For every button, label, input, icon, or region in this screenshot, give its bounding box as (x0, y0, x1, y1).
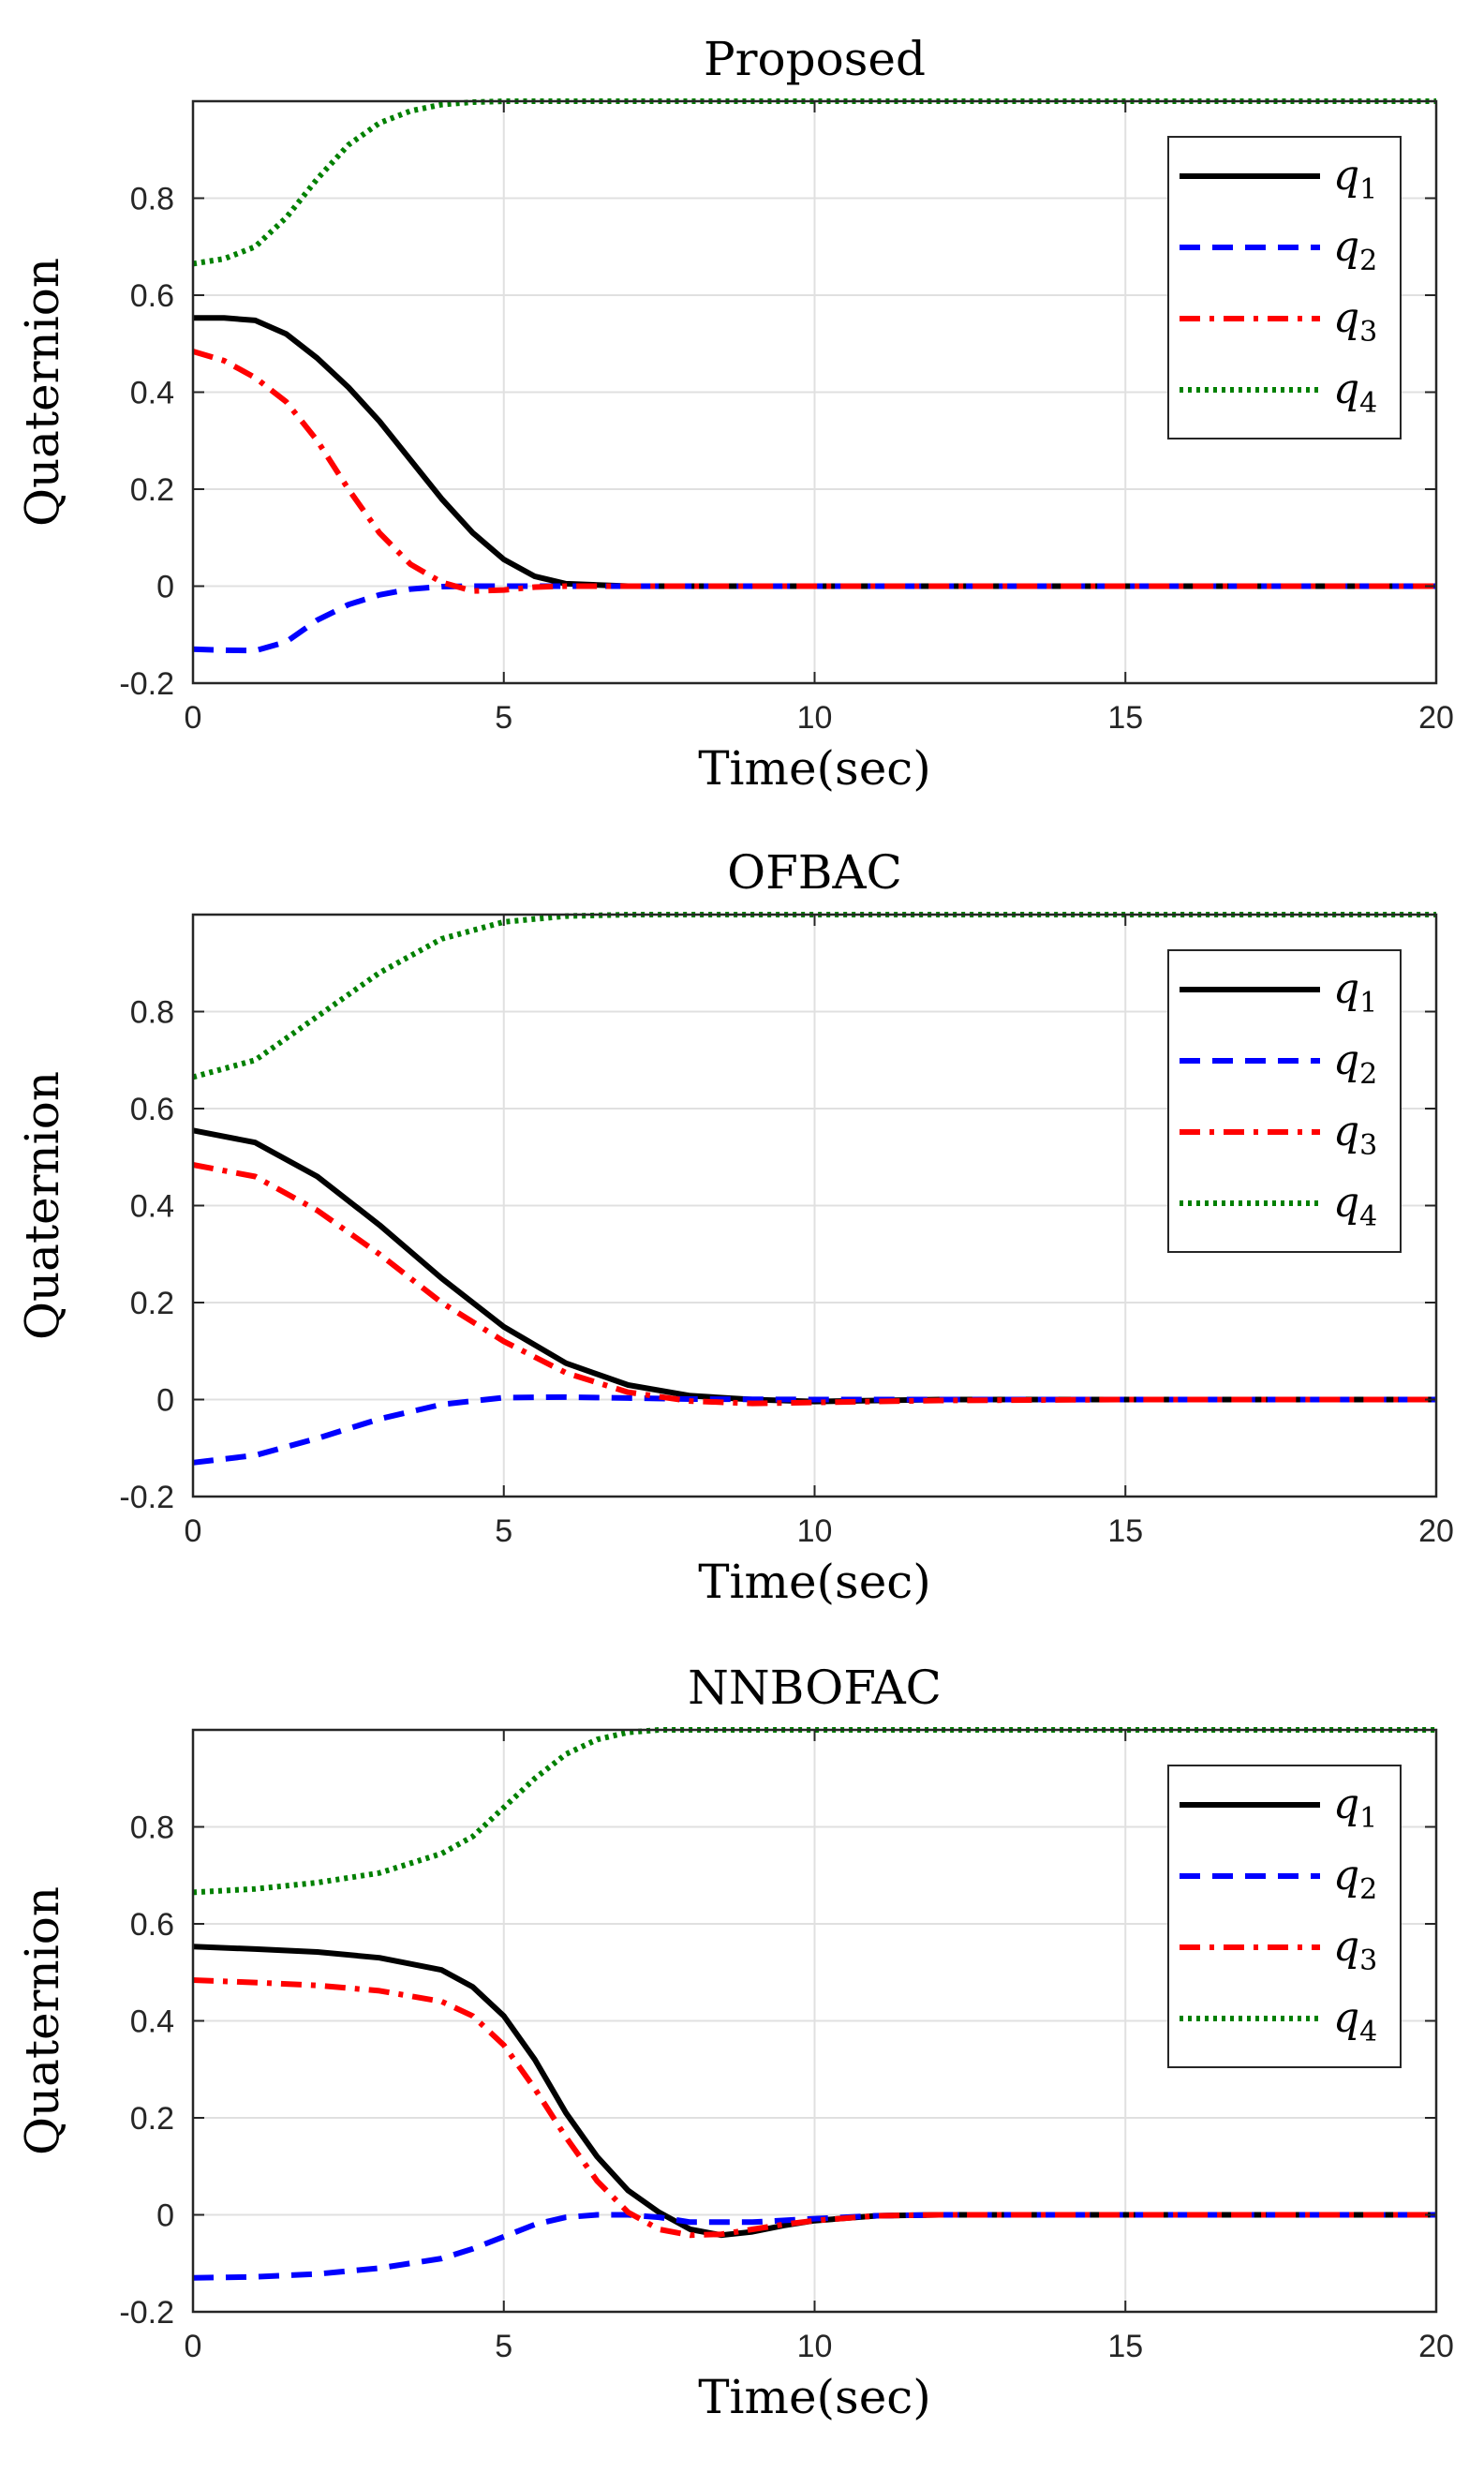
y-tick-label: 0 (156, 1383, 174, 1419)
y-axis-label: Quaternion (15, 1886, 69, 2155)
x-axis-label: Time(sec) (698, 2370, 931, 2424)
x-tick-label: 5 (495, 1513, 512, 1549)
legend-label-q1: q1 (1333, 965, 1377, 1020)
legend-label-q2: q2 (1333, 1852, 1377, 1906)
y-tick-label: 0.2 (130, 1286, 174, 1321)
legend-label-q4: q4 (1333, 365, 1377, 420)
y-tick-label: 0.8 (130, 995, 174, 1031)
x-tick-label: 0 (185, 1513, 202, 1549)
x-tick-label: 20 (1418, 1513, 1454, 1549)
y-axis-label: Quaternion (15, 1071, 69, 1340)
y-tick-label: 0.6 (130, 1092, 174, 1127)
y-tick-label: 0.4 (130, 1189, 174, 1225)
y-tick-label: 0.8 (130, 182, 174, 217)
y-tick-label: 0 (156, 570, 174, 605)
legend-label-q2: q2 (1333, 1036, 1377, 1091)
x-tick-label: 10 (797, 2329, 833, 2364)
legend-label-q1: q1 (1333, 152, 1377, 206)
series-line-q4 (192, 912, 1436, 1080)
x-tick-label: 0 (185, 2329, 202, 2364)
legend-label-q4: q4 (1333, 1994, 1377, 2048)
chart-panel-3: 0 5 10 15 20 -0.2 0 0.2 0.4 0.6 0.8 NNBOFAC Time(sec… (15, 1661, 1454, 2424)
series-line-q3 (192, 1977, 1436, 2239)
series-line-q3 (192, 349, 1436, 594)
legend-label-q1: q1 (1333, 1780, 1377, 1835)
y-tick-label: 0.2 (130, 472, 174, 508)
x-tick-label: 10 (797, 700, 833, 736)
y-tick-label: 0.4 (130, 2004, 174, 2040)
y-tick-label: 0.8 (130, 1810, 174, 1846)
series-line-q2 (192, 2212, 1436, 2281)
y-tick-label: 0.6 (130, 278, 174, 314)
series-line-q3 (192, 1162, 1436, 1407)
x-tick-label: 20 (1418, 700, 1454, 736)
x-axis-label: Time(sec) (698, 1555, 931, 1609)
y-tick-label: -0.2 (119, 2295, 174, 2331)
y-tick-label: -0.2 (119, 1480, 174, 1515)
y-tick-label: -0.2 (119, 666, 174, 702)
x-axis-label: Time(sec) (698, 741, 931, 796)
legend-label-q3: q3 (1333, 294, 1377, 349)
chart-title: NNBOFAC (688, 1661, 942, 1715)
legend: q1 q2 q3 q4 (1167, 136, 1402, 439)
series-line-q2 (192, 1393, 1436, 1466)
x-tick-label: 5 (495, 700, 512, 736)
x-tick-label: 0 (185, 700, 202, 736)
legend-label-q3: q3 (1333, 1923, 1377, 1977)
series-line-q2 (192, 583, 1436, 654)
legend-label-q3: q3 (1333, 1108, 1377, 1162)
x-tick-label: 15 (1107, 1513, 1143, 1549)
legend: q1 q2 q3 q4 (1167, 949, 1402, 1253)
legend-label-q2: q2 (1333, 223, 1377, 277)
x-tick-label: 10 (797, 1513, 833, 1549)
y-tick-label: 0.4 (130, 376, 174, 411)
y-tick-label: 0.2 (130, 2101, 174, 2137)
chart-title: Proposed (704, 32, 926, 86)
x-tick-label: 15 (1107, 700, 1143, 736)
chart-panel-1: 0 5 10 15 20 -0.2 0 0.2 0.4 0.6 0.8 Proposed Time(se… (15, 32, 1454, 796)
y-axis-label: Quaternion (15, 258, 69, 527)
chart-title: OFBAC (727, 845, 902, 900)
x-tick-label: 15 (1107, 2329, 1143, 2364)
x-tick-label: 20 (1418, 2329, 1454, 2364)
chart-panel-2: 0 5 10 15 20 -0.2 0 0.2 0.4 0.6 0.8 OFBAC Time(sec) Q… (15, 845, 1454, 1609)
y-tick-label: 0 (156, 2198, 174, 2234)
legend: q1 q2 q3 q4 (1167, 1765, 1402, 2068)
y-tick-label: 0.6 (130, 1907, 174, 1943)
x-tick-label: 5 (495, 2329, 512, 2364)
legend-label-q4: q4 (1333, 1179, 1377, 1233)
